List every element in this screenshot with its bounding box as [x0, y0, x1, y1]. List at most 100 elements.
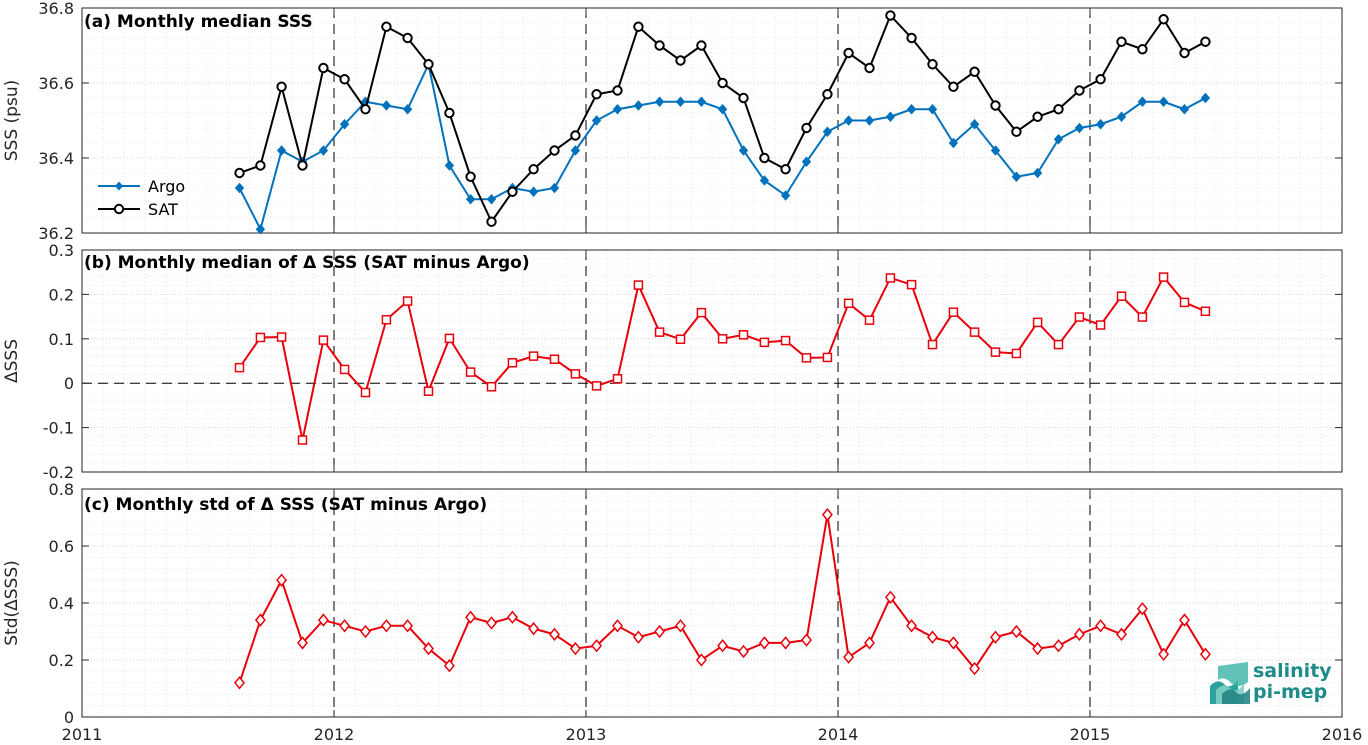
data-point — [1179, 297, 1190, 308]
data-point — [423, 641, 434, 656]
data-point — [570, 369, 581, 379]
data-point — [339, 74, 350, 85]
data-point — [549, 354, 560, 364]
data-point — [381, 21, 392, 32]
data-point — [884, 590, 896, 604]
data-point — [1199, 647, 1211, 661]
data-point — [486, 616, 497, 630]
y-tick-label: 0.4 — [49, 594, 74, 613]
data-point — [1179, 613, 1190, 627]
data-point — [549, 627, 560, 642]
legend-item-sat: SAT — [98, 200, 178, 219]
data-point — [234, 362, 245, 373]
data-point — [990, 145, 1001, 156]
data-point — [381, 100, 392, 111]
data-point — [738, 92, 749, 104]
legend-marker — [113, 203, 125, 215]
data-point — [234, 676, 245, 690]
y-tick-label: 0.2 — [49, 285, 74, 304]
data-point — [297, 160, 308, 171]
data-point — [1095, 118, 1106, 130]
y-tick-label: 0 — [64, 374, 74, 393]
data-point — [738, 145, 749, 156]
panel-title: (c) Monthly std of Δ SSS (SAT minus Argo… — [84, 495, 487, 515]
data-point — [444, 333, 455, 344]
data-point — [843, 298, 854, 309]
data-point — [906, 103, 917, 115]
data-point — [780, 636, 792, 650]
panel-title: (a) Monthly median SSS — [84, 12, 313, 32]
data-point — [1200, 306, 1211, 317]
series-line — [238, 61, 1206, 233]
data-point — [1095, 619, 1107, 633]
data-point — [507, 186, 518, 197]
data-point — [758, 636, 770, 650]
data-point — [1179, 103, 1190, 115]
data-point — [969, 118, 980, 130]
data-point — [675, 55, 686, 66]
data-point — [360, 104, 371, 115]
data-point — [1032, 167, 1043, 179]
data-point — [339, 619, 351, 633]
data-point — [906, 279, 917, 290]
data-point — [423, 386, 434, 396]
data-point — [1136, 602, 1148, 616]
series-line — [238, 514, 1207, 684]
data-point — [969, 327, 980, 337]
data-point — [276, 573, 288, 587]
data-point — [465, 193, 476, 205]
data-point — [1137, 44, 1148, 55]
y-tick-label: 0.3 — [49, 241, 74, 260]
x-axis: 2011 2012 2013 2014 2015 2016 — [62, 725, 1363, 744]
data-point — [255, 332, 266, 343]
data-point — [339, 118, 350, 130]
data-point — [822, 89, 833, 100]
data-point — [885, 111, 896, 123]
data-point — [528, 164, 539, 175]
data-point — [1116, 111, 1127, 123]
data-point — [612, 85, 623, 96]
data-point — [234, 182, 245, 194]
data-point — [948, 81, 959, 92]
axes-box — [81, 249, 1343, 473]
data-point — [465, 610, 477, 624]
grid — [82, 7, 1342, 234]
legend: Argo SAT — [98, 177, 185, 219]
data-point — [717, 103, 728, 115]
series-line — [238, 275, 1206, 441]
data-point — [1011, 171, 1022, 183]
data-point — [927, 339, 938, 350]
data-point — [717, 334, 728, 344]
data-point — [423, 59, 434, 70]
data-point — [969, 661, 981, 676]
data-point — [443, 659, 455, 673]
data-point — [486, 216, 497, 227]
data-point — [318, 62, 329, 74]
data-point — [1011, 348, 1022, 359]
data-point — [255, 160, 266, 171]
y-tick-label: 0.6 — [49, 537, 74, 556]
data-point — [695, 653, 707, 667]
data-point — [528, 186, 539, 198]
x-tick-label: 2011 — [62, 725, 103, 744]
data-point — [990, 630, 1001, 644]
axes-box — [81, 7, 1343, 234]
data-point — [717, 639, 729, 653]
y-tick-label: 0 — [64, 708, 74, 727]
data-point — [612, 103, 623, 115]
data-point — [654, 40, 665, 51]
data-point — [486, 382, 497, 392]
data-point — [759, 175, 770, 186]
data-point — [570, 130, 581, 141]
y-tick-label: 36.8 — [38, 0, 74, 18]
data-point — [1073, 627, 1085, 642]
data-point — [1158, 96, 1169, 108]
data-point — [254, 613, 266, 627]
data-point — [1200, 92, 1211, 104]
data-point — [255, 223, 266, 235]
y-tick-label: 0.1 — [49, 330, 74, 349]
y-tick-label: 0.8 — [49, 480, 74, 499]
data-point — [1116, 627, 1127, 642]
data-point — [1179, 47, 1190, 59]
data-point — [738, 644, 749, 659]
